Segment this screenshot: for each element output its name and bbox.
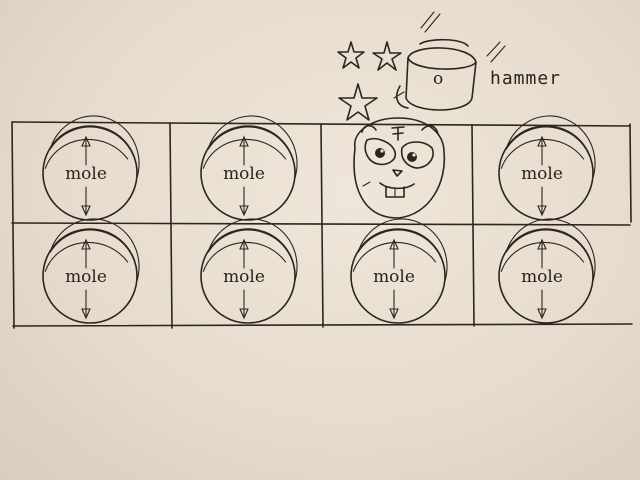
arrow-down-icon xyxy=(82,187,90,215)
mole-label: mole xyxy=(521,164,563,184)
mole-label: mole xyxy=(65,164,107,184)
arrow-up-icon xyxy=(240,137,248,165)
hammer-label: hammer xyxy=(490,68,561,89)
hit-stars xyxy=(338,42,401,120)
arrow-up-icon xyxy=(240,240,248,268)
mole-holes: mole mole mole mole mole mole mole xyxy=(43,116,595,323)
star-icon xyxy=(338,42,364,68)
arrow-up-icon xyxy=(82,240,90,268)
mole-label: mole xyxy=(223,164,265,184)
right-eye-icon xyxy=(407,152,417,162)
arrow-down-icon xyxy=(390,290,398,318)
arrow-up-icon xyxy=(390,240,398,268)
arrow-down-icon xyxy=(240,290,248,318)
arrow-up-icon xyxy=(82,137,90,165)
arrow-up-icon xyxy=(538,240,546,268)
mole-hole[interactable]: mole xyxy=(499,116,595,220)
mole-label: mole xyxy=(521,267,563,287)
mole-label: mole xyxy=(223,267,265,287)
arrow-down-icon xyxy=(240,187,248,215)
arrow-down-icon xyxy=(82,290,90,318)
star-icon xyxy=(339,84,377,120)
star-icon xyxy=(373,42,401,70)
arrow-up-icon xyxy=(538,137,546,165)
mole-hole[interactable]: mole xyxy=(43,219,139,323)
mole-hole[interactable]: mole xyxy=(351,219,447,323)
mole-hole[interactable]: mole xyxy=(201,219,297,323)
hammer[interactable]: o hammer xyxy=(394,12,561,110)
arrow-down-icon xyxy=(538,187,546,215)
mole-hole[interactable]: mole xyxy=(43,116,139,220)
mole-label: mole xyxy=(65,267,107,287)
hammer-head-mark: o xyxy=(433,69,443,89)
popped-mole[interactable] xyxy=(354,118,444,218)
game-board xyxy=(12,122,632,328)
left-eye-icon xyxy=(375,148,385,158)
mole-hole[interactable]: mole xyxy=(201,116,297,220)
mole-label: mole xyxy=(373,267,415,287)
arrow-down-icon xyxy=(538,290,546,318)
mole-hole[interactable]: mole xyxy=(499,219,595,323)
